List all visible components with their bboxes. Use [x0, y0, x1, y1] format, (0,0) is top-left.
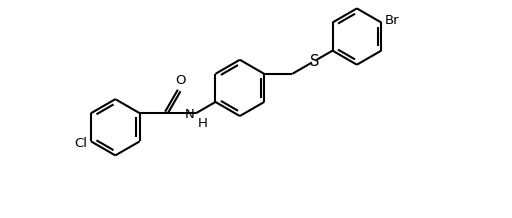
Text: S: S	[310, 54, 319, 69]
Text: H: H	[197, 118, 207, 130]
Text: Br: Br	[385, 14, 399, 27]
Text: N: N	[185, 108, 195, 121]
Text: Cl: Cl	[75, 137, 88, 150]
Text: O: O	[175, 74, 186, 87]
